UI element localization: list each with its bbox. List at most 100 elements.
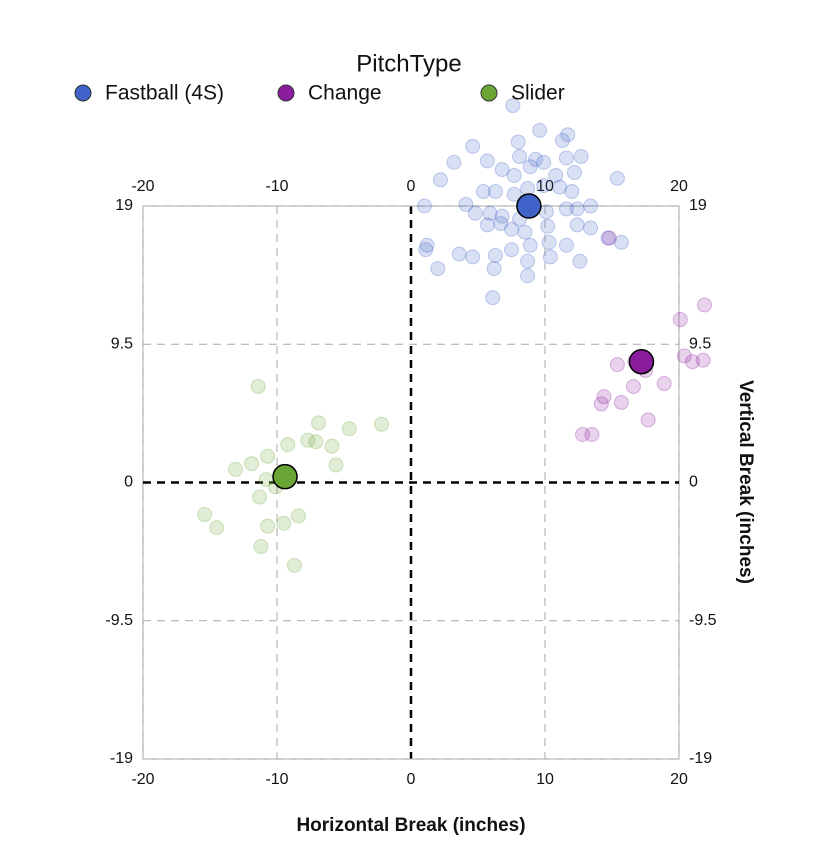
point (540, 218, 556, 234)
point (566, 165, 582, 181)
x-tick-label-top: 20 (670, 178, 688, 195)
x-tick-label: -20 (131, 771, 154, 788)
point (486, 261, 502, 277)
point (613, 394, 629, 410)
point (522, 237, 538, 253)
point (252, 489, 268, 505)
point (374, 416, 390, 432)
point (432, 172, 448, 188)
x-axis-label: Horizontal Break (inches) (296, 815, 525, 836)
point (558, 201, 574, 217)
point (696, 297, 712, 313)
point (465, 249, 481, 265)
point (467, 205, 483, 221)
point (324, 438, 340, 454)
y-tick-label-right: 9.5 (689, 335, 711, 352)
x-tick-label: 10 (536, 771, 554, 788)
point (341, 421, 357, 437)
point (227, 461, 243, 477)
point (485, 290, 501, 306)
y-tick-label-right: 0 (689, 474, 698, 491)
point (593, 396, 609, 412)
point (260, 448, 276, 464)
mean-point (516, 193, 542, 219)
point (197, 507, 213, 523)
point (684, 354, 700, 370)
point (536, 178, 552, 194)
point (430, 261, 446, 277)
point (493, 215, 509, 231)
point (416, 198, 432, 214)
point (600, 230, 616, 246)
point (276, 515, 292, 531)
point (542, 249, 558, 265)
x-tick-label-top: -20 (131, 178, 154, 195)
y-tick-label: -9.5 (105, 612, 133, 629)
y-tick-label-right: 19 (689, 197, 707, 214)
point (451, 246, 467, 262)
point (625, 378, 641, 394)
point (487, 247, 503, 263)
legend-marker (74, 84, 92, 102)
point (504, 242, 519, 258)
point (465, 138, 481, 154)
point (656, 376, 672, 392)
point (482, 205, 498, 221)
point (520, 253, 536, 269)
point (560, 127, 576, 143)
y-tick-label: 0 (124, 474, 133, 491)
point (280, 437, 296, 453)
point (575, 426, 591, 442)
point (311, 415, 327, 431)
point (554, 133, 570, 149)
point (517, 224, 533, 240)
point (536, 154, 552, 170)
legend-label: Slider (511, 82, 565, 105)
point (244, 456, 260, 472)
point (418, 242, 434, 258)
point (512, 149, 528, 165)
legend-marker (277, 84, 295, 102)
point (573, 149, 589, 165)
point (564, 183, 580, 199)
point (572, 253, 588, 269)
point (672, 312, 688, 328)
point (253, 539, 269, 555)
point (548, 167, 564, 183)
x-tick-label-top: -10 (265, 178, 288, 195)
point (506, 167, 522, 183)
point (209, 520, 225, 536)
point (520, 268, 536, 284)
point (640, 412, 656, 428)
point (260, 518, 276, 534)
point (609, 357, 625, 373)
mean-point (272, 463, 298, 490)
point (300, 432, 316, 448)
legend-label: Change (308, 82, 382, 105)
point (609, 170, 625, 186)
point (286, 557, 302, 573)
point (583, 198, 599, 214)
y-tick-label-right: -9.5 (689, 612, 717, 629)
point (419, 237, 435, 253)
point (528, 151, 544, 167)
point (532, 122, 548, 138)
x-tick-label-top: 10 (536, 178, 554, 195)
point (552, 179, 568, 195)
x-tick-label-top: 0 (407, 178, 416, 195)
point (458, 197, 474, 213)
x-tick-label: 0 (407, 771, 416, 788)
point (504, 221, 519, 237)
mean-point (628, 348, 655, 375)
point (522, 159, 538, 175)
y-tick-label-right: -19 (689, 750, 712, 767)
legend-title: PitchType (356, 50, 461, 77)
point (510, 134, 526, 150)
point (558, 150, 574, 166)
y-axis-label: Vertical Break (inches) (735, 380, 756, 584)
point (558, 237, 574, 253)
point (583, 220, 599, 236)
y-tick-label: 9.5 (111, 335, 133, 352)
point (596, 389, 612, 405)
y-tick-label: 19 (115, 197, 133, 214)
